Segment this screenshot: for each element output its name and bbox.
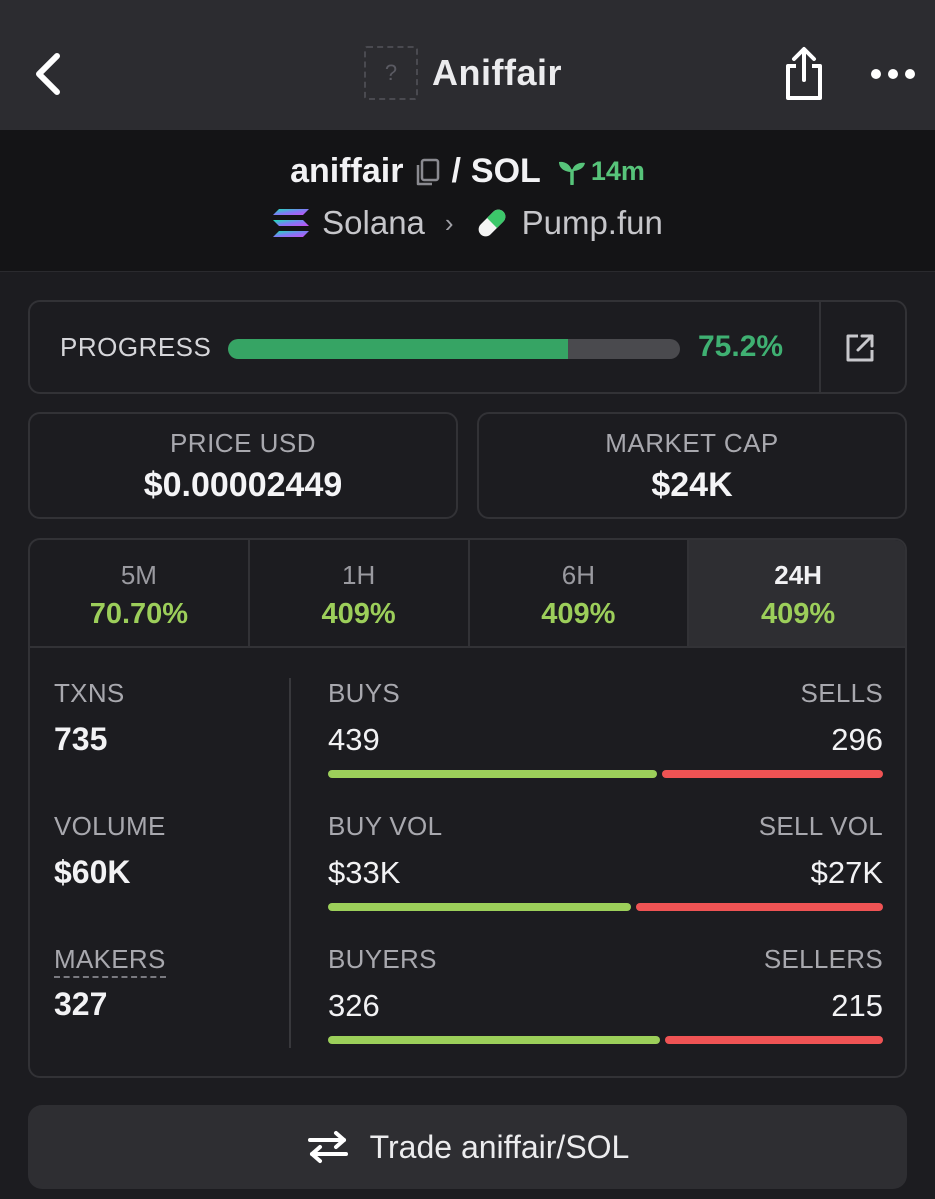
external-link-icon[interactable] (842, 330, 878, 366)
more-button[interactable] (868, 60, 918, 88)
sells-bar-segment (661, 770, 883, 778)
buys-sells-ratio: BUYS SELLS 439 296 (328, 678, 883, 788)
sells-label: SELLS (800, 678, 883, 708)
price-usd-value: $0.00002449 (143, 466, 343, 504)
pair-header: aniffair / SOL 14m (0, 130, 935, 272)
tab-label: 6H (561, 560, 595, 590)
sells-value: 296 (831, 722, 883, 757)
buyers-value: 326 (328, 988, 380, 1023)
buy-vol-bar-segment (328, 903, 631, 911)
volume-metric: VOLUME $60K (54, 811, 166, 891)
buy-vol-value: $33K (328, 855, 401, 890)
progress-divider (819, 302, 821, 392)
pair-age-text: 14m (590, 156, 645, 186)
sell-vol-value: $27K (810, 855, 883, 890)
tab-24h[interactable]: 24H 409% (689, 540, 905, 646)
pair-base-symbol: aniffair (290, 152, 404, 190)
tab-1h[interactable]: 1H 409% (250, 540, 470, 646)
buyers-sellers-bar (328, 1036, 883, 1044)
swap-arrows-icon (307, 1131, 348, 1163)
txns-value: 735 (54, 721, 108, 757)
progress-bar (228, 339, 680, 359)
makers-label[interactable]: MAKERS (54, 944, 166, 978)
title-area: ? Aniffair (364, 45, 562, 101)
volume-value: $60K (54, 854, 131, 890)
buy-sell-volume-ratio: BUY VOL SELL VOL $33K $27K (328, 811, 883, 921)
timeframe-tabs: 5M 70.70% 1H 409% 6H 409% 24H 409% (30, 540, 905, 648)
column-divider (289, 678, 291, 1048)
pair-quote-symbol: SOL (470, 152, 541, 190)
makers-value: 327 (54, 986, 108, 1022)
trade-button[interactable]: Trade aniffair/SOL (28, 1105, 907, 1189)
page-title: Aniffair (432, 52, 562, 93)
pair-line: aniffair / SOL 14m (0, 152, 935, 191)
pair-age: 14m (557, 156, 645, 187)
tab-price-change: 70.70% (89, 598, 189, 630)
buyers-bar-segment (328, 1036, 661, 1044)
copy-icon[interactable] (413, 157, 441, 187)
price-usd-card: PRICE USD $0.00002449 (28, 412, 458, 519)
buy-sell-volume-bar (328, 903, 883, 911)
buyers-sellers-ratio: BUYERS SELLERS 326 215 (328, 944, 883, 1054)
trade-button-label: Trade aniffair/SOL (369, 1128, 630, 1165)
bonding-progress-card: PROGRESS 75.2% (28, 300, 907, 394)
sellers-value: 215 (831, 988, 883, 1023)
pair-separator: / (451, 152, 461, 190)
chain-link[interactable]: Solana (322, 204, 425, 241)
progress-value: 75.2% (698, 330, 784, 363)
sellers-label: SELLERS (763, 944, 883, 974)
buys-bar-segment (328, 770, 657, 778)
tab-label: 24H (774, 560, 822, 590)
progress-bar-fill (228, 339, 568, 359)
share-icon (786, 47, 822, 100)
buys-value: 439 (328, 722, 380, 757)
price-usd-label: PRICE USD (169, 428, 317, 458)
tab-label: 5M (120, 560, 157, 590)
sprout-icon (558, 161, 585, 185)
pill-icon (478, 209, 505, 237)
chevron-right-icon: › (444, 207, 454, 238)
back-button[interactable] (26, 44, 70, 104)
tab-label: 1H (342, 560, 376, 590)
chain-breadcrumb: Solana › Pump.fun (0, 204, 935, 242)
sell-vol-label: SELL VOL (758, 811, 883, 841)
market-cap-value: $24K (651, 466, 733, 504)
tab-price-change: 409% (761, 598, 836, 630)
buy-vol-label: BUY VOL (328, 811, 443, 841)
progress-label: PROGRESS (60, 332, 212, 362)
share-button[interactable] (780, 46, 828, 102)
more-horizontal-icon (871, 69, 915, 79)
sell-vol-bar-segment (635, 903, 883, 911)
transaction-stats-card: 5M 70.70% 1H 409% 6H 409% 24H 409% TXNS … (28, 538, 907, 1078)
chevron-left-icon (36, 53, 60, 95)
market-cap-label: MARKET CAP (605, 428, 779, 458)
solana-logo-icon (273, 209, 310, 237)
txns-label: TXNS (54, 678, 125, 708)
tab-5m[interactable]: 5M 70.70% (30, 540, 250, 646)
buys-sells-bar (328, 770, 883, 778)
buyers-label: BUYERS (328, 944, 437, 974)
txns-metric: TXNS 735 (54, 678, 125, 758)
token-image-placeholder: ? (364, 46, 418, 100)
dex-link[interactable]: Pump.fun (521, 204, 663, 241)
volume-label: VOLUME (54, 811, 166, 841)
top-bar: ? Aniffair (0, 0, 935, 130)
sellers-bar-segment (665, 1036, 883, 1044)
tab-price-change: 409% (321, 598, 396, 630)
market-cap-card: MARKET CAP $24K (477, 412, 907, 519)
tab-6h[interactable]: 6H 409% (470, 540, 690, 646)
tab-price-change: 409% (541, 598, 616, 630)
makers-metric: MAKERS 327 (54, 944, 166, 1023)
buys-label: BUYS (328, 678, 401, 708)
